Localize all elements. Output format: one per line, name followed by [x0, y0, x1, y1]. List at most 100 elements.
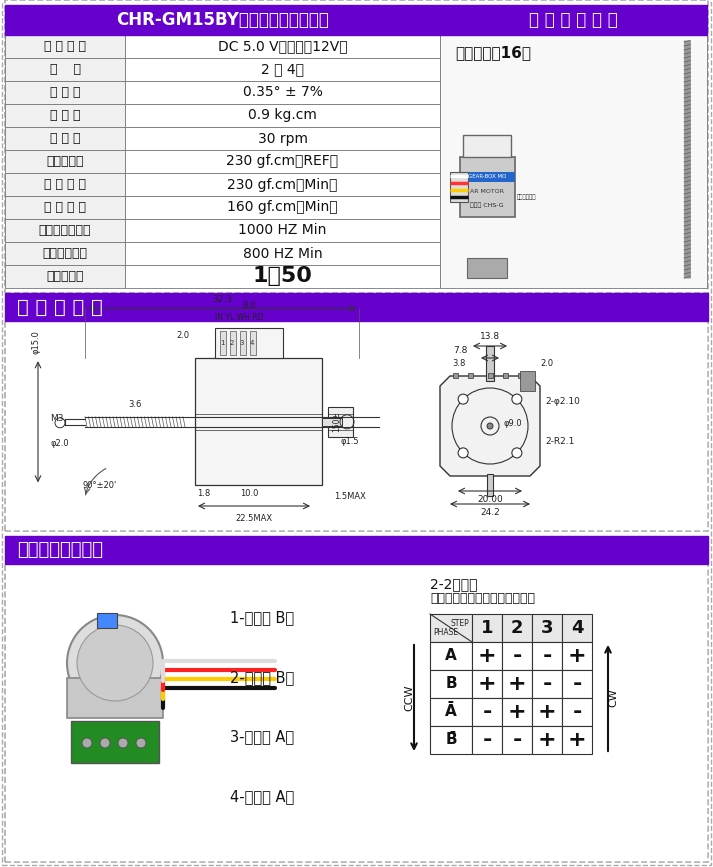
- Text: 2 相 4线: 2 相 4线: [261, 62, 304, 76]
- Text: -: -: [513, 646, 522, 666]
- Bar: [532, 670, 562, 698]
- Bar: [430, 614, 472, 642]
- Text: -: -: [573, 674, 582, 694]
- Text: φ1.5: φ1.5: [341, 437, 359, 446]
- Text: φ2.0: φ2.0: [51, 439, 69, 447]
- Bar: [502, 698, 532, 726]
- Bar: [195, 358, 322, 486]
- Text: 3-白色线 A－: 3-白色线 A－: [230, 729, 294, 745]
- Bar: [562, 642, 592, 670]
- Text: 1000 HZ Min: 1000 HZ Min: [238, 224, 327, 238]
- Bar: [472, 698, 502, 726]
- Bar: [5, 173, 125, 196]
- Text: 3.6: 3.6: [128, 400, 142, 409]
- Bar: [125, 35, 440, 58]
- Bar: [532, 642, 562, 670]
- Text: 2-φ2.10: 2-φ2.10: [545, 396, 580, 406]
- Text: B̄: B̄: [445, 733, 457, 747]
- Text: 产 品 外 形 图: 产 品 外 形 图: [17, 297, 103, 316]
- Text: 自定位转矩: 自定位转矩: [46, 155, 83, 168]
- Text: 0.9 kg.cm: 0.9 kg.cm: [248, 108, 317, 122]
- Text: φ15.0: φ15.0: [31, 330, 41, 355]
- Text: 4-红色线 A＋: 4-红色线 A＋: [230, 789, 294, 804]
- Text: 牵 出 转 矩: 牵 出 转 矩: [44, 201, 86, 214]
- Text: 2: 2: [230, 341, 234, 346]
- Text: +: +: [478, 646, 496, 666]
- Bar: [7, 566, 706, 860]
- Circle shape: [100, 738, 110, 748]
- Circle shape: [512, 448, 522, 458]
- Bar: [67, 678, 163, 718]
- Text: 保 持 转 矩: 保 持 转 矩: [44, 178, 86, 191]
- Text: 24.2: 24.2: [480, 508, 500, 517]
- Text: 相 电 感: 相 电 感: [50, 132, 81, 145]
- Text: PHASE: PHASE: [433, 628, 458, 637]
- Text: GEAR-BOX MO: GEAR-BOX MO: [468, 174, 506, 179]
- Text: 20.00: 20.00: [477, 495, 503, 504]
- Bar: [125, 173, 440, 196]
- Text: +: +: [568, 646, 586, 666]
- Text: 相 电 阻: 相 电 阻: [50, 109, 81, 122]
- Text: -: -: [513, 730, 522, 750]
- Text: 产 品 写 真 照 片: 产 品 写 真 照 片: [529, 11, 618, 29]
- Text: +: +: [508, 674, 526, 694]
- Text: 7.8: 7.8: [453, 346, 467, 355]
- Circle shape: [136, 738, 146, 748]
- Bar: [5, 265, 125, 288]
- Bar: [562, 614, 592, 642]
- Bar: [328, 407, 353, 437]
- Text: 90°±20': 90°±20': [83, 481, 117, 491]
- Bar: [5, 293, 708, 321]
- Bar: [460, 172, 515, 182]
- Bar: [250, 331, 256, 355]
- Bar: [125, 81, 440, 104]
- Text: 0.35° ± 7%: 0.35° ± 7%: [242, 86, 322, 100]
- Text: 2.0: 2.0: [540, 359, 553, 368]
- Bar: [5, 35, 125, 58]
- Text: AR MOTOR: AR MOTOR: [470, 189, 504, 194]
- Bar: [532, 614, 562, 642]
- Bar: [472, 726, 502, 754]
- Bar: [460, 157, 515, 217]
- Text: 3: 3: [240, 341, 245, 346]
- Text: 磁微型步进减: 磁微型步进减: [517, 194, 536, 199]
- Text: B: B: [445, 676, 457, 692]
- Text: -: -: [482, 730, 492, 750]
- Text: 10.0: 10.0: [240, 489, 258, 498]
- Bar: [220, 331, 226, 355]
- Bar: [487, 474, 493, 496]
- Bar: [322, 418, 342, 426]
- Text: 2: 2: [511, 619, 523, 637]
- Text: -: -: [573, 702, 582, 722]
- Bar: [453, 373, 458, 378]
- Bar: [472, 670, 502, 698]
- Text: 相    数: 相 数: [49, 63, 81, 76]
- Bar: [5, 196, 125, 219]
- Text: 1-黑色线 B＋: 1-黑色线 B＋: [230, 610, 294, 625]
- Text: 160 gf.cm（Min）: 160 gf.cm（Min）: [227, 200, 338, 214]
- Bar: [5, 564, 708, 862]
- Text: 2-黄色线 B－: 2-黄色线 B－: [230, 669, 294, 685]
- Bar: [5, 81, 125, 104]
- Text: 转向为安装面输出轴端视电机轴: 转向为安装面输出轴端视电机轴: [430, 591, 535, 604]
- Bar: [430, 642, 472, 670]
- Bar: [5, 150, 125, 173]
- Text: 230 gf.cm（Min）: 230 gf.cm（Min）: [227, 178, 338, 192]
- Text: 端子接线线序说明: 端子接线线序说明: [17, 541, 103, 559]
- Bar: [125, 127, 440, 150]
- Circle shape: [67, 615, 163, 711]
- Text: 1: 1: [481, 619, 493, 637]
- Bar: [468, 373, 473, 378]
- Bar: [463, 134, 511, 157]
- Bar: [230, 331, 236, 355]
- Bar: [125, 242, 440, 265]
- Text: M3: M3: [50, 414, 63, 423]
- Text: -: -: [482, 702, 492, 722]
- Text: IN YL WH RD: IN YL WH RD: [215, 313, 264, 323]
- Text: CW: CW: [608, 688, 618, 707]
- Text: +: +: [538, 702, 556, 722]
- Text: 2-R2.1: 2-R2.1: [545, 436, 575, 446]
- Bar: [125, 150, 440, 173]
- Text: 800 HZ Min: 800 HZ Min: [242, 246, 322, 260]
- Text: 最大自启动周波: 最大自启动周波: [39, 224, 91, 237]
